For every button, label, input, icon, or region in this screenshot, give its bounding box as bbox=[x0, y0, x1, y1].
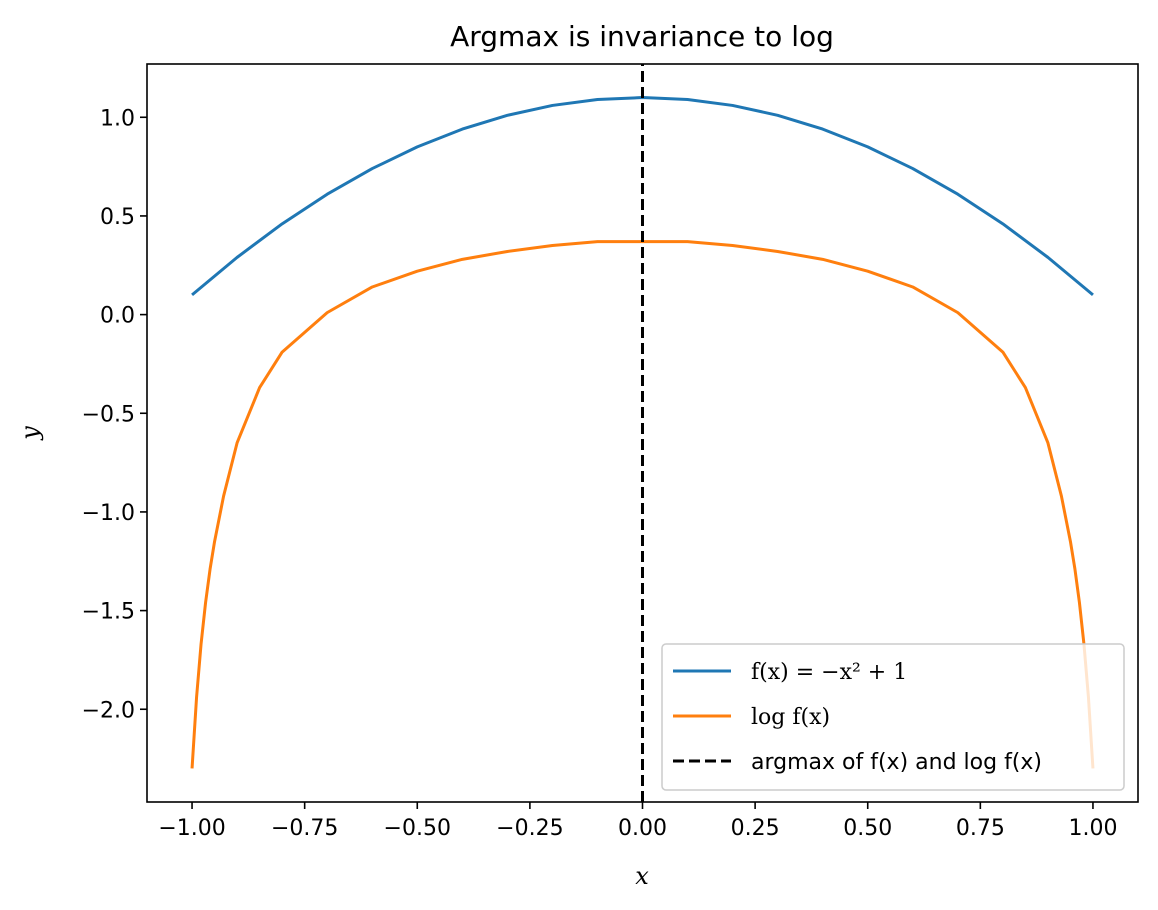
y-tick-label: −1.5 bbox=[82, 600, 135, 625]
y-axis-ticks: 1.0 0.5 0.0 −0.5 −1.0 −1.5 −2.0 bbox=[82, 106, 147, 723]
y-axis-label: y bbox=[16, 426, 44, 441]
y-tick-label: 1.0 bbox=[100, 106, 135, 131]
x-tick-label: −0.75 bbox=[271, 816, 338, 841]
series-layer bbox=[190, 64, 1095, 802]
chart-title: Argmax is invariance to log bbox=[450, 20, 834, 53]
legend-label-argmax: argmax of f(x) and log f(x) bbox=[751, 750, 1042, 775]
x-axis-ticks: −1.00 −0.75 −0.50 −0.25 0.00 0.25 0.50 0.75 1.00 bbox=[158, 802, 1117, 841]
y-tick-label: 0.5 bbox=[100, 205, 135, 230]
x-tick-label: −1.00 bbox=[158, 816, 225, 841]
x-tick-label: 0.75 bbox=[956, 816, 1005, 841]
x-tick-label: 1.00 bbox=[1068, 816, 1117, 841]
x-tick-label: 0.50 bbox=[843, 816, 892, 841]
y-tick-label: −0.5 bbox=[82, 402, 135, 427]
y-tick-label: −2.0 bbox=[82, 698, 135, 723]
y-tick-label: −1.0 bbox=[82, 501, 135, 526]
y-tick-label: 0.0 bbox=[100, 304, 135, 329]
x-axis-label: x bbox=[635, 862, 649, 890]
x-tick-label: 0.00 bbox=[618, 816, 667, 841]
legend-box bbox=[661, 643, 1125, 791]
x-tick-label: −0.25 bbox=[496, 816, 563, 841]
x-tick-label: 0.25 bbox=[731, 816, 780, 841]
legend: f(x) = −x² + 1 log f(x) argmax of f(x) a… bbox=[661, 643, 1125, 791]
legend-label-f: f(x) = −x² + 1 bbox=[751, 660, 907, 685]
x-tick-label: −0.50 bbox=[384, 816, 451, 841]
legend-label-log-f: log f(x) bbox=[751, 705, 830, 730]
